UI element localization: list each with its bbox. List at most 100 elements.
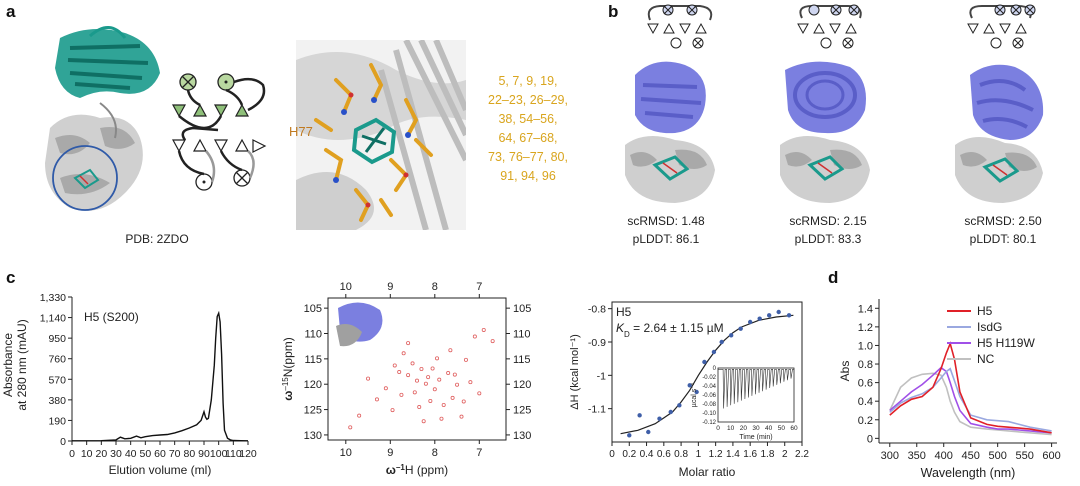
design-1-scrmsd: scRMSD: 1.48 (627, 214, 705, 228)
y-tick-label: 570 (48, 374, 66, 386)
design-1-topology-diagram (647, 4, 713, 49)
y-tick-label: 125 (304, 405, 322, 417)
x-tick-label: 50 (139, 448, 151, 460)
x-tick-label: 300 (881, 450, 899, 462)
y-tick-label-right: 115 (513, 354, 531, 366)
uvvis-chart: 300 350 400 450 500 550 600 0 0.2 0.4 0.6 0.8 1.0 1.2… (838, 299, 1061, 480)
inset-y-tick-label: -0.04 (702, 384, 716, 390)
x-tick-label: 70 (169, 448, 181, 460)
hsqc-peak (417, 405, 422, 410)
inset-y-label: µcal s⁻¹ (691, 382, 698, 407)
hsqc-peak (459, 414, 464, 419)
design-1-structure-image (625, 61, 715, 203)
y-tick-label: -1 (597, 370, 606, 382)
x-tick-label: 0.4 (640, 449, 654, 460)
y-tick-label: 115 (304, 354, 322, 366)
x-tick-label-top: 8 (432, 281, 438, 293)
hsqc-peak (432, 387, 437, 392)
hsqc-peak (406, 341, 411, 346)
y-tick-label: 380 (48, 395, 66, 407)
itc-data-point (711, 349, 717, 355)
hsqc-peak (383, 386, 388, 391)
y-tick-label: 1.2 (858, 322, 873, 334)
panel-c-letter: c (6, 268, 16, 287)
design-3-plddt: pLDDT: 80.1 (969, 232, 1037, 246)
hsqc-peak (452, 372, 457, 377)
hsqc-peak (468, 380, 473, 385)
itc-frame (611, 301, 803, 443)
itc-data-point (719, 339, 724, 345)
x-tick-label: 1.6 (743, 449, 757, 460)
hsqc-peak (423, 381, 428, 386)
inset-y-tick-label: -0.12 (702, 420, 716, 426)
hsqc-peak (419, 367, 424, 372)
hsqc-peak (397, 370, 402, 375)
series-line-h5-h119w (889, 366, 1052, 434)
hsqc-peak (490, 339, 495, 344)
series-line-nc (889, 372, 1052, 436)
hsqc-peak (450, 395, 455, 400)
y-tick-label: 0.6 (858, 378, 873, 390)
itc-data-point (627, 433, 632, 438)
y-tick-label-right: 105 (513, 303, 531, 315)
inset-x-tick-label: 60 (790, 425, 798, 432)
x-tick-label: 0.6 (657, 449, 671, 460)
itc-data-point (637, 413, 642, 418)
itc-data-point (757, 316, 762, 321)
x-tick-label: 9 (387, 447, 393, 459)
hsqc-peak (428, 398, 433, 403)
sec-y-label-line2: at 280 nm (mAU) (15, 319, 29, 410)
y-tick-label: 190 (48, 415, 66, 427)
x-tick-label: 60 (154, 448, 166, 460)
design-3-topology-diagram (967, 4, 1036, 49)
hsqc-peak (412, 390, 417, 395)
itc-data-point (786, 313, 792, 318)
x-tick-label: 500 (988, 450, 1006, 462)
itc-inset-frame (717, 367, 795, 423)
x-tick-label: 600 (1042, 450, 1060, 462)
itc-data-point (702, 359, 707, 365)
hsqc-peak (374, 397, 379, 402)
legend-label: IsdG (977, 320, 1002, 334)
x-tick-label: 0 (69, 448, 75, 460)
y-tick-label: 0.8 (858, 359, 873, 371)
panel-b-letter: b (608, 2, 619, 21)
x-tick-label: 80 (183, 448, 195, 460)
y-tick-label: 1,140 (40, 313, 66, 325)
itc-data-point (747, 319, 753, 325)
x-tick-label: 8 (432, 447, 438, 459)
x-tick-label: 1.4 (726, 449, 740, 460)
x-tick-label: 1.2 (709, 449, 723, 460)
hsqc-peak (401, 351, 406, 356)
itc-data-point (766, 313, 772, 318)
x-tick-label: 0.2 (622, 449, 636, 460)
hsqc-peak (426, 375, 431, 380)
series-line-h5 (889, 341, 1052, 434)
itc-data-point (694, 389, 699, 395)
legend-label: H5 (977, 304, 993, 318)
panel-a-topology-diagram (171, 73, 267, 191)
hsqc-peak (472, 334, 477, 339)
itc-data-point (776, 309, 781, 315)
y-tick-label: 1,330 (40, 292, 66, 304)
residue-line: 22–23, 26–29, (488, 93, 568, 107)
itc-data-point (668, 409, 673, 415)
inset-y-tick-label: -0.08 (702, 402, 716, 408)
x-tick-label: 350 (908, 450, 926, 462)
panel-a-letter: a (6, 2, 16, 21)
hsqc-inset-structure-image (336, 302, 383, 347)
x-tick-label-top: 7 (476, 281, 482, 293)
y-tick-label: 130 (304, 430, 322, 442)
design-2-topology-diagram (797, 4, 862, 49)
itc-data-point (687, 383, 692, 388)
y-tick-label: 950 (48, 333, 66, 345)
panel-a-structure-image (45, 26, 160, 211)
inset-x-tick-label: 40 (765, 425, 773, 432)
itc-x-label: Molar ratio (679, 465, 736, 479)
y-tick-label: 760 (48, 354, 66, 366)
inset-x-tick-label: 30 (752, 425, 760, 432)
design-1-plddt: pLDDT: 86.1 (632, 232, 700, 246)
itc-data-point (677, 403, 682, 408)
hsqc-x-label: ω–1H (ppm) (386, 463, 448, 478)
itc-data-point (738, 326, 743, 331)
